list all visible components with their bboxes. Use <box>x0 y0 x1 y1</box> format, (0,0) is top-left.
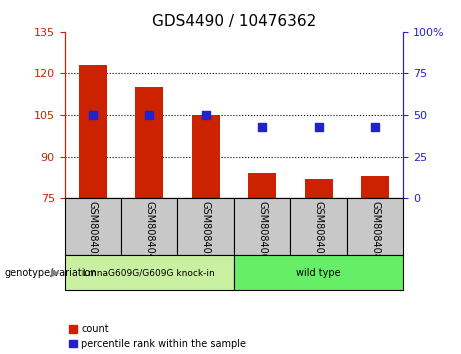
Bar <box>192 115 220 198</box>
Legend: count, percentile rank within the sample: count, percentile rank within the sample <box>70 324 246 349</box>
Bar <box>121 198 177 255</box>
Point <box>202 112 209 118</box>
Text: wild type: wild type <box>296 268 341 278</box>
Point <box>89 112 96 118</box>
Bar <box>361 176 389 198</box>
Bar <box>65 198 121 255</box>
Bar <box>234 198 290 255</box>
Text: LmnaG609G/G609G knock-in: LmnaG609G/G609G knock-in <box>83 268 215 277</box>
Text: GSM808405: GSM808405 <box>201 201 211 260</box>
Point <box>372 124 379 130</box>
Bar <box>65 255 234 290</box>
Bar <box>290 198 347 255</box>
Point <box>146 112 153 118</box>
Bar <box>177 198 234 255</box>
Text: genotype/variation: genotype/variation <box>5 268 97 278</box>
Text: GSM808406: GSM808406 <box>257 201 267 260</box>
Point <box>259 124 266 130</box>
Bar <box>135 87 163 198</box>
Text: ▶: ▶ <box>52 268 60 278</box>
Text: GSM808407: GSM808407 <box>313 201 324 260</box>
Bar <box>248 173 276 198</box>
Bar <box>234 255 403 290</box>
Point <box>315 124 322 130</box>
Bar <box>347 198 403 255</box>
Bar <box>305 179 333 198</box>
Bar <box>79 65 107 198</box>
Title: GDS4490 / 10476362: GDS4490 / 10476362 <box>152 14 316 29</box>
Text: GSM808403: GSM808403 <box>88 201 98 260</box>
Text: GSM808408: GSM808408 <box>370 201 380 260</box>
Text: GSM808404: GSM808404 <box>144 201 154 260</box>
